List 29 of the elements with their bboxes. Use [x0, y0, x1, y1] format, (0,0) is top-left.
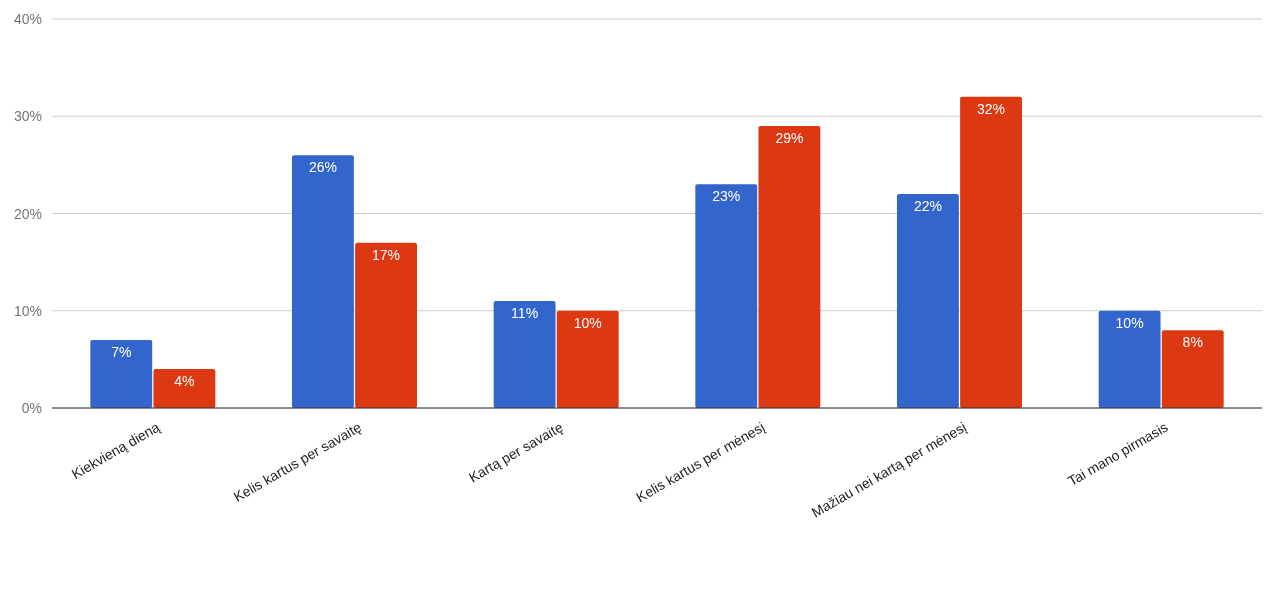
data-label: 10% [573, 314, 602, 331]
bar [291, 155, 354, 408]
bar [960, 96, 1023, 408]
data-label: 17% [372, 246, 401, 263]
data-label: 23% [712, 188, 741, 205]
data-label: 32% [977, 100, 1006, 117]
data-label: 26% [308, 159, 337, 176]
y-tick-label: 0% [21, 400, 42, 416]
data-label: 4% [174, 373, 195, 390]
bar [153, 369, 216, 408]
bar [355, 242, 418, 408]
bar [896, 194, 959, 408]
y-tick-label: 10% [13, 302, 42, 319]
data-label: 11% [511, 305, 539, 322]
bar [493, 301, 556, 408]
y-tick-label: 40% [13, 11, 42, 27]
data-label: 10% [1115, 314, 1144, 331]
y-tick-label: 20% [13, 205, 42, 222]
data-label: 7% [111, 343, 132, 360]
data-label: 22% [913, 198, 942, 215]
data-label: 29% [775, 129, 804, 146]
bar [695, 184, 758, 408]
data-label: 8% [1182, 334, 1203, 351]
bar [556, 310, 619, 408]
y-tick-label: 30% [13, 108, 42, 125]
bar [90, 339, 153, 408]
bar [1098, 310, 1161, 408]
bar [758, 125, 821, 408]
bar [1161, 330, 1224, 408]
